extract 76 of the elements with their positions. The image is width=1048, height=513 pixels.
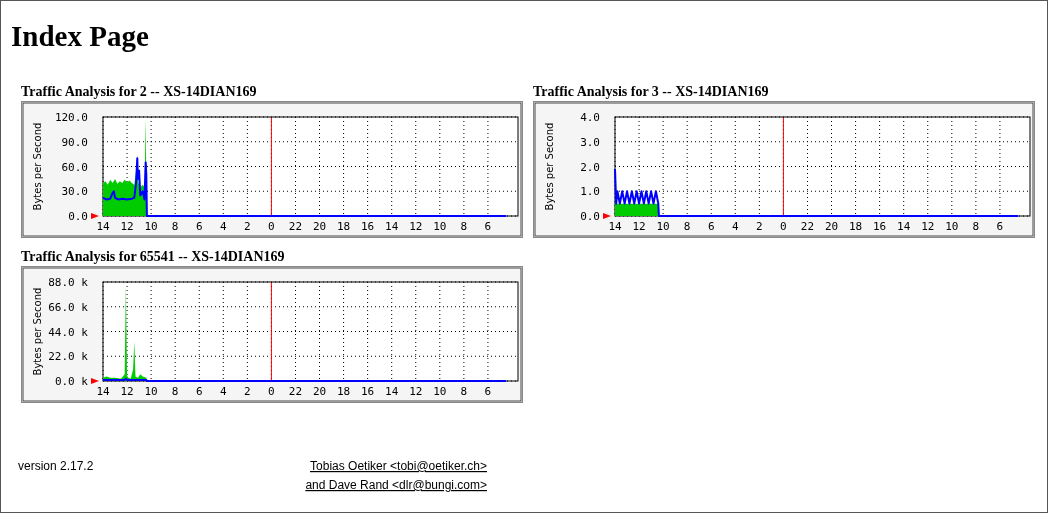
x-tick-label: 10: [144, 385, 158, 398]
y-tick-label: 3.0: [580, 135, 600, 149]
y-tick-label: 90.0: [61, 135, 88, 149]
chart-title: Traffic Analysis for 65541 -- XS-14DIAN169: [21, 249, 285, 264]
x-tick-label: 6: [484, 220, 492, 233]
x-tick-label: 0: [268, 220, 275, 233]
x-tick-label: 10: [433, 220, 447, 233]
x-tick-label: 12: [120, 385, 134, 398]
x-tick-label: 12: [409, 220, 423, 233]
y-tick-label: 44.0 k: [48, 325, 89, 339]
y-tick-label: 88.0 k: [48, 276, 89, 289]
text: and Dave Rand <dlr@bungi.com>: [305, 478, 487, 492]
x-tick-label: 18: [336, 220, 351, 233]
x-tick-label: 6: [996, 220, 1004, 233]
y-tick-label: 66.0 k: [48, 300, 89, 314]
chart-title: Traffic Analysis for 3 -- XS-14DIAN169: [533, 84, 769, 99]
x-tick-label: 22: [288, 220, 303, 233]
x-tick-label: 12: [120, 220, 134, 233]
x-tick-label: 22: [800, 220, 815, 233]
x-tick-label: 14: [608, 220, 622, 233]
x-tick-label: 16: [873, 220, 887, 233]
y-tick-label: 1.0: [580, 185, 600, 199]
x-tick-label: 16: [361, 385, 375, 398]
y-tick-label: 2.0: [580, 160, 600, 174]
x-tick-label: 2: [244, 385, 251, 398]
x-tick-label: 14: [96, 385, 110, 398]
x-tick-label: 6: [484, 385, 492, 398]
y-axis-title: Bytes per Second: [32, 287, 43, 376]
x-tick-label: 2: [244, 220, 251, 233]
x-tick-label: 10: [945, 220, 959, 233]
x-tick-label: 14: [385, 385, 399, 398]
x-tick-label: 14: [897, 220, 911, 233]
x-tick-label: 20: [312, 220, 327, 233]
x-tick-label: 12: [632, 220, 646, 233]
y-tick-label: 0.0: [580, 210, 600, 223]
x-tick-label: 12: [409, 385, 423, 398]
x-tick-label: 20: [824, 220, 839, 233]
y-tick-label: 120.0: [54, 111, 88, 124]
x-tick-label: 10: [656, 220, 670, 233]
y-axis-title: Bytes per Second: [32, 122, 43, 211]
x-tick-label: 22: [288, 385, 303, 398]
x-tick-label: 10: [144, 220, 158, 233]
y-tick-label: 60.0: [61, 160, 88, 174]
x-tick-label: 4: [219, 220, 227, 233]
x-tick-label: 14: [96, 220, 110, 233]
x-tick-label: 0: [268, 385, 275, 398]
x-tick-label: 8: [460, 385, 468, 398]
x-tick-label: 10: [433, 385, 447, 398]
y-tick-label: 0.0: [68, 210, 88, 223]
x-tick-label: 6: [707, 220, 715, 233]
x-tick-label: 4: [731, 220, 739, 233]
x-tick-label: 2: [756, 220, 763, 233]
x-tick-label: 6: [195, 385, 203, 398]
x-tick-label: 8: [460, 220, 468, 233]
x-tick-label: 16: [361, 220, 375, 233]
x-tick-label: 6: [195, 220, 203, 233]
text: Index Page: [11, 20, 149, 52]
y-axis-title: Bytes per Second: [544, 122, 555, 211]
text: version 2.17.2: [18, 459, 94, 473]
x-tick-label: 18: [336, 385, 351, 398]
chart-title: Traffic Analysis for 2 -- XS-14DIAN169: [21, 84, 257, 99]
x-tick-label: 4: [219, 385, 227, 398]
y-tick-label: 22.0 k: [48, 350, 89, 364]
x-tick-label: 12: [921, 220, 935, 233]
x-tick-label: 8: [171, 385, 179, 398]
x-tick-label: 0: [780, 220, 787, 233]
x-tick-label: 14: [385, 220, 399, 233]
y-tick-label: 0.0 k: [54, 375, 89, 388]
x-tick-label: 8: [683, 220, 691, 233]
y-tick-label: 4.0: [580, 111, 600, 124]
x-tick-label: 8: [972, 220, 980, 233]
x-tick-label: 8: [171, 220, 179, 233]
text: Tobias Oetiker <tobi@oetiker.ch>: [310, 459, 487, 473]
x-tick-label: 20: [312, 385, 327, 398]
y-tick-label: 30.0: [61, 185, 88, 199]
x-tick-label: 18: [848, 220, 863, 233]
